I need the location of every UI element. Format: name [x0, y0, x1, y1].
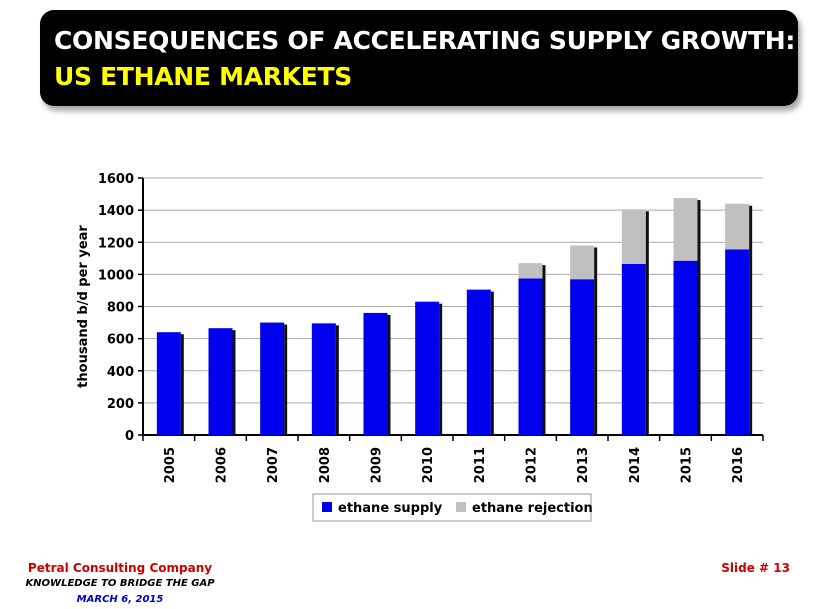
legend-swatch-ethane-rejection — [456, 502, 466, 512]
bar-shadow — [645, 211, 649, 435]
y-tick-label: 0 — [125, 429, 134, 444]
bar-ethane-supply — [260, 322, 285, 435]
bar-ethane-supply — [466, 289, 491, 435]
x-tick-label: 2005 — [163, 447, 178, 483]
bar-shadow — [180, 334, 184, 435]
bar-shadow — [542, 265, 546, 435]
x-tick-label: 2009 — [370, 447, 385, 483]
bar-shadow — [439, 303, 443, 435]
bar-ethane-supply — [570, 279, 595, 435]
y-tick-label: 200 — [107, 397, 134, 412]
bar-ethane-supply — [673, 260, 698, 435]
bar-ethane-supply — [311, 323, 336, 435]
presentation-date: MARCH 6, 2015 — [76, 594, 164, 605]
x-tick-label: 2008 — [318, 447, 333, 483]
y-tick-label: 1600 — [98, 172, 134, 187]
bar-ethane-supply — [518, 278, 543, 435]
legend-label-ethane-rejection: ethane rejection — [472, 501, 593, 516]
company-name: Petral Consulting Company — [27, 561, 213, 575]
bar-ethane-supply — [621, 263, 646, 435]
y-tick-label: 1200 — [98, 236, 134, 251]
company-slogan: KNOWLEDGE TO BRIDGE THE GAP — [25, 578, 215, 589]
x-tick-label: 2011 — [473, 447, 488, 483]
bar-shadow — [232, 330, 236, 435]
slide-subtitle: US ETHANE MARKETS — [54, 62, 353, 91]
bar-shadow — [594, 247, 598, 435]
y-tick-label: 800 — [107, 301, 134, 316]
x-tick-label: 2013 — [576, 447, 591, 483]
bar-ethane-rejection — [673, 198, 698, 261]
legend-label-ethane-supply: ethane supply — [338, 501, 443, 516]
y-axis-title: thousand b/d per year — [76, 225, 91, 388]
title-banner: CONSEQUENCES OF ACCELERATING SUPPLY GROW… — [40, 10, 798, 106]
bar-ethane-supply — [208, 328, 233, 435]
ethane-bar-chart: 0 200 400 600 800 1000 1200 1400 1600 thousand b/… — [76, 172, 764, 522]
bar-shadow — [335, 325, 339, 435]
x-tick-label: 2016 — [731, 447, 746, 483]
slide-title: CONSEQUENCES OF ACCELERATING SUPPLY GROW… — [54, 26, 796, 55]
bar-shadow — [749, 205, 753, 435]
bar-ethane-rejection — [518, 263, 543, 279]
y-tick-label: 600 — [107, 333, 134, 348]
y-tick-label: 1000 — [98, 268, 134, 283]
x-tick-label: 2007 — [266, 447, 281, 483]
bar-ethane-supply — [415, 301, 440, 435]
x-tick-label: 2015 — [680, 447, 695, 483]
x-tick-label: 2006 — [215, 447, 230, 483]
y-tick-label: 1400 — [98, 204, 134, 219]
x-tick-label: 2010 — [421, 447, 436, 483]
bar-ethane-supply — [725, 249, 750, 435]
bar-ethane-rejection — [570, 245, 595, 280]
bar-ethane-supply — [156, 332, 181, 435]
bar-ethane-rejection — [725, 203, 750, 250]
x-tick-label: 2014 — [628, 447, 643, 483]
bar-shadow — [387, 314, 391, 435]
bar-shadow — [284, 324, 288, 435]
bar-ethane-supply — [363, 312, 388, 435]
slide-number: Slide # 13 — [721, 561, 790, 575]
bar-shadow — [490, 291, 494, 435]
bar-shadow — [697, 200, 701, 435]
legend-box — [312, 493, 592, 522]
bar-ethane-rejection — [621, 209, 646, 264]
legend-swatch-ethane-supply — [322, 502, 332, 512]
y-tick-label: 400 — [107, 365, 134, 380]
x-tick-label: 2012 — [525, 447, 540, 483]
